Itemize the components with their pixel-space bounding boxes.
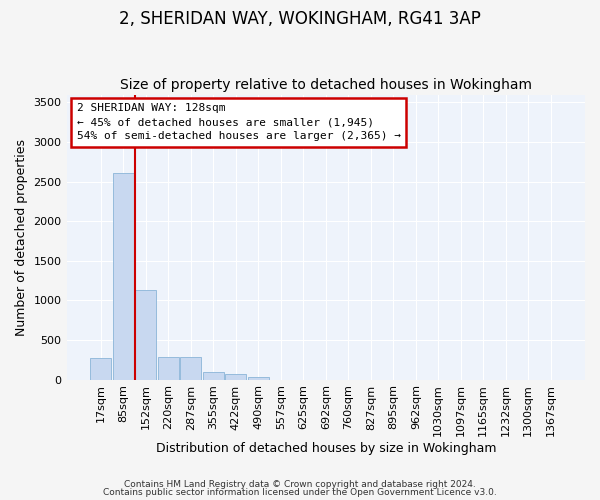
- Bar: [135, 290, 157, 380]
- Text: Contains public sector information licensed under the Open Government Licence v3: Contains public sector information licen…: [103, 488, 497, 497]
- Bar: [248, 377, 269, 380]
- Text: 2, SHERIDAN WAY, WOKINGHAM, RG41 3AP: 2, SHERIDAN WAY, WOKINGHAM, RG41 3AP: [119, 10, 481, 28]
- Bar: [158, 357, 179, 380]
- Title: Size of property relative to detached houses in Wokingham: Size of property relative to detached ho…: [120, 78, 532, 92]
- Y-axis label: Number of detached properties: Number of detached properties: [15, 138, 28, 336]
- Text: 2 SHERIDAN WAY: 128sqm
← 45% of detached houses are smaller (1,945)
54% of semi-: 2 SHERIDAN WAY: 128sqm ← 45% of detached…: [77, 103, 401, 141]
- Bar: [203, 372, 224, 380]
- Bar: [180, 357, 202, 380]
- Text: Contains HM Land Registry data © Crown copyright and database right 2024.: Contains HM Land Registry data © Crown c…: [124, 480, 476, 489]
- Bar: [90, 358, 112, 380]
- X-axis label: Distribution of detached houses by size in Wokingham: Distribution of detached houses by size …: [155, 442, 496, 455]
- Bar: [225, 374, 247, 380]
- Bar: [113, 173, 134, 380]
